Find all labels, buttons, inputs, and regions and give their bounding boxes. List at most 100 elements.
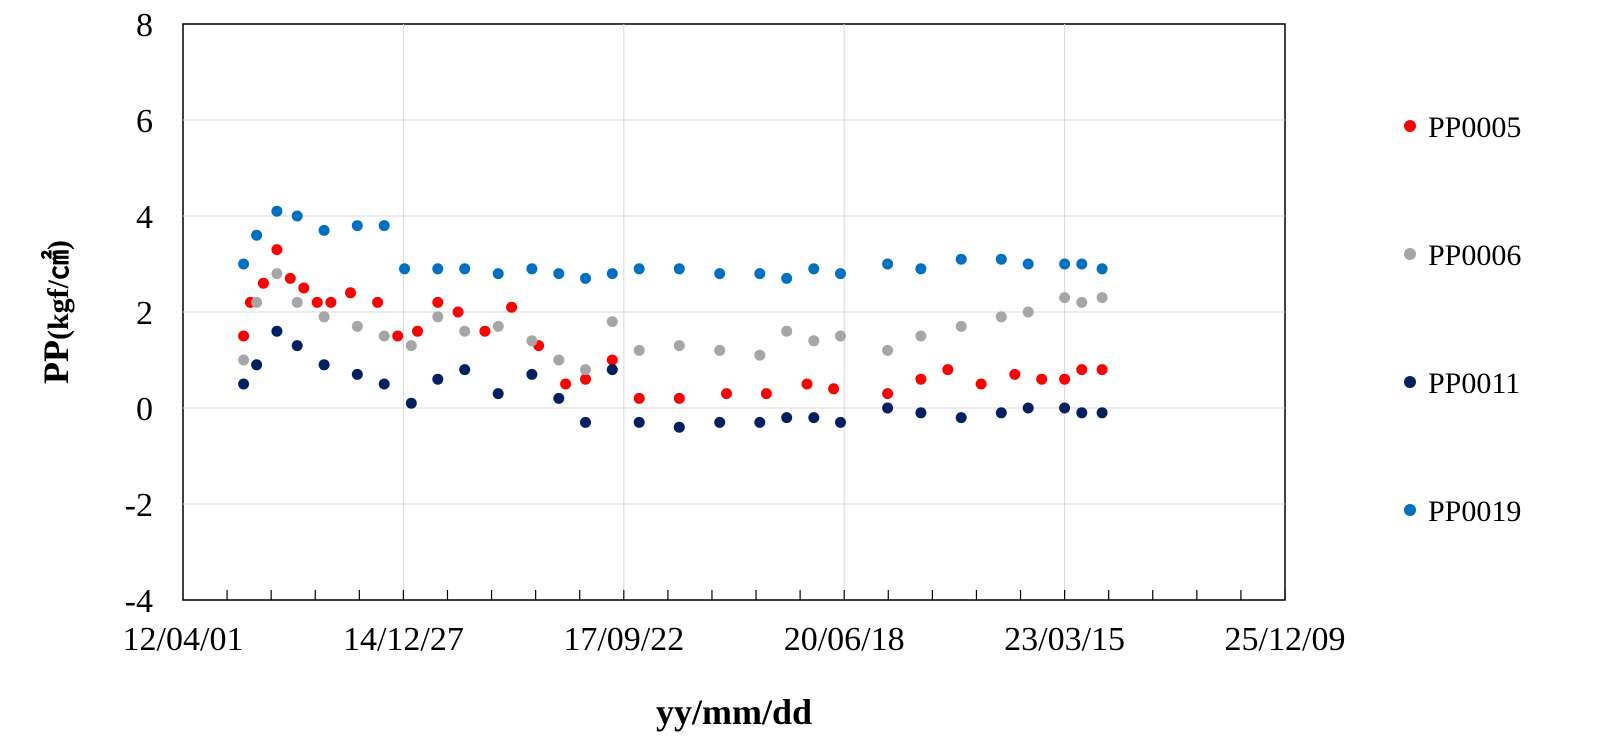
data-point: [405, 340, 417, 352]
data-point: [754, 416, 766, 428]
data-point: [995, 407, 1007, 419]
data-point: [378, 378, 390, 390]
y-axis-title-main: PP: [36, 340, 76, 384]
legend-marker: [1404, 120, 1416, 132]
data-point: [955, 253, 967, 265]
data-point: [251, 229, 263, 241]
data-point: [311, 296, 323, 308]
data-point: [955, 412, 967, 424]
data-point: [432, 311, 444, 323]
data-point: [1022, 306, 1034, 318]
data-point: [526, 335, 538, 347]
data-point: [492, 268, 504, 280]
data-point: [479, 325, 491, 337]
data-point: [580, 272, 591, 284]
data-point: [942, 364, 954, 376]
data-point: [459, 325, 471, 337]
data-point: [808, 335, 820, 347]
svg-text:PP(kgf/㎠): PP(kgf/㎠): [36, 240, 76, 384]
data-point: [492, 388, 504, 400]
data-point: [882, 258, 894, 270]
data-point: [580, 416, 591, 428]
y-tick-label: -4: [125, 583, 153, 620]
data-point: [801, 378, 813, 390]
data-point: [325, 296, 337, 308]
x-tick-label: 12/04/01: [123, 621, 244, 658]
legend-label: PP0005: [1428, 111, 1521, 144]
data-point: [781, 325, 793, 337]
data-point: [560, 378, 572, 390]
data-point: [1036, 373, 1048, 385]
data-point: [1059, 402, 1071, 414]
data-point: [606, 316, 618, 328]
data-point: [553, 392, 565, 404]
x-tick-label: 14/12/27: [343, 621, 464, 658]
data-point: [835, 416, 846, 428]
data-point: [238, 378, 250, 390]
data-point: [432, 263, 444, 275]
data-point: [673, 421, 685, 433]
x-tick-label: 25/12/09: [1225, 621, 1346, 658]
data-point: [238, 354, 250, 366]
data-point: [298, 282, 310, 294]
data-point: [238, 330, 250, 342]
data-point: [633, 263, 645, 275]
series-points: [238, 205, 1108, 433]
data-point: [714, 268, 726, 280]
legend: PP0005 PP0006 PP0011 PP0019: [1404, 111, 1521, 528]
data-point: [580, 373, 591, 385]
data-point: [606, 268, 618, 280]
data-point: [351, 320, 363, 332]
data-point: [633, 416, 645, 428]
y-tick-label: 0: [136, 391, 153, 428]
data-point: [291, 296, 303, 308]
data-point: [351, 220, 363, 232]
data-point: [781, 272, 793, 284]
data-point: [1076, 407, 1088, 419]
data-point: [714, 344, 726, 356]
series-PP0006: [238, 268, 1108, 376]
data-point: [882, 402, 894, 414]
data-point: [1009, 368, 1021, 380]
data-point: [882, 344, 894, 356]
legend-label: PP0019: [1428, 495, 1521, 528]
series-PP0019: [238, 205, 1108, 284]
y-axis-title-unit: (kgf/㎠): [41, 240, 75, 340]
data-point: [459, 364, 471, 376]
legend-item: PP0005: [1404, 111, 1521, 144]
data-point: [345, 287, 356, 299]
data-point: [251, 296, 263, 308]
y-tick-label: 6: [136, 103, 153, 140]
data-point: [580, 364, 591, 376]
legend-item: PP0006: [1404, 239, 1521, 272]
data-point: [412, 325, 423, 337]
data-point: [378, 220, 390, 232]
data-point: [975, 378, 987, 390]
legend-label: PP0011: [1428, 367, 1520, 400]
data-point: [452, 306, 464, 318]
data-point: [492, 320, 504, 332]
data-point: [673, 340, 685, 352]
data-point: [915, 407, 927, 419]
data-point: [995, 253, 1007, 265]
data-point: [432, 296, 444, 308]
data-point: [291, 340, 303, 352]
y-tick-label: 4: [136, 199, 153, 236]
data-point: [915, 263, 927, 275]
data-point: [1096, 364, 1108, 376]
data-point: [1076, 258, 1088, 270]
data-point: [1076, 296, 1088, 308]
y-tick-label: -2: [125, 487, 153, 524]
axes: 12/04/01 14/12/27 17/09/22 20/06/18 23/03/15…: [123, 7, 1346, 658]
data-point: [1059, 373, 1071, 385]
data-point: [506, 301, 518, 313]
data-point: [1096, 292, 1108, 304]
data-point: [915, 330, 927, 342]
data-point: [808, 263, 820, 275]
data-point: [378, 330, 390, 342]
data-point: [459, 263, 471, 275]
legend-marker: [1404, 504, 1416, 516]
data-point: [1096, 263, 1108, 275]
y-tick-label: 2: [136, 295, 153, 332]
